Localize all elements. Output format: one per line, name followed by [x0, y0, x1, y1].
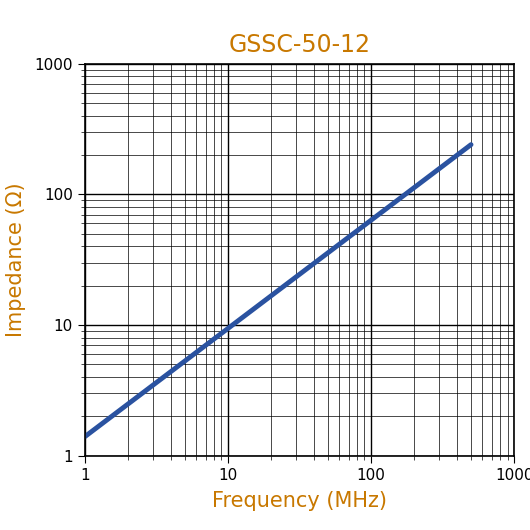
- Y-axis label: Impedance (Ω): Impedance (Ω): [6, 182, 26, 337]
- X-axis label: Frequency (MHz): Frequency (MHz): [212, 491, 387, 511]
- Title: GSSC-50-12: GSSC-50-12: [228, 33, 370, 57]
